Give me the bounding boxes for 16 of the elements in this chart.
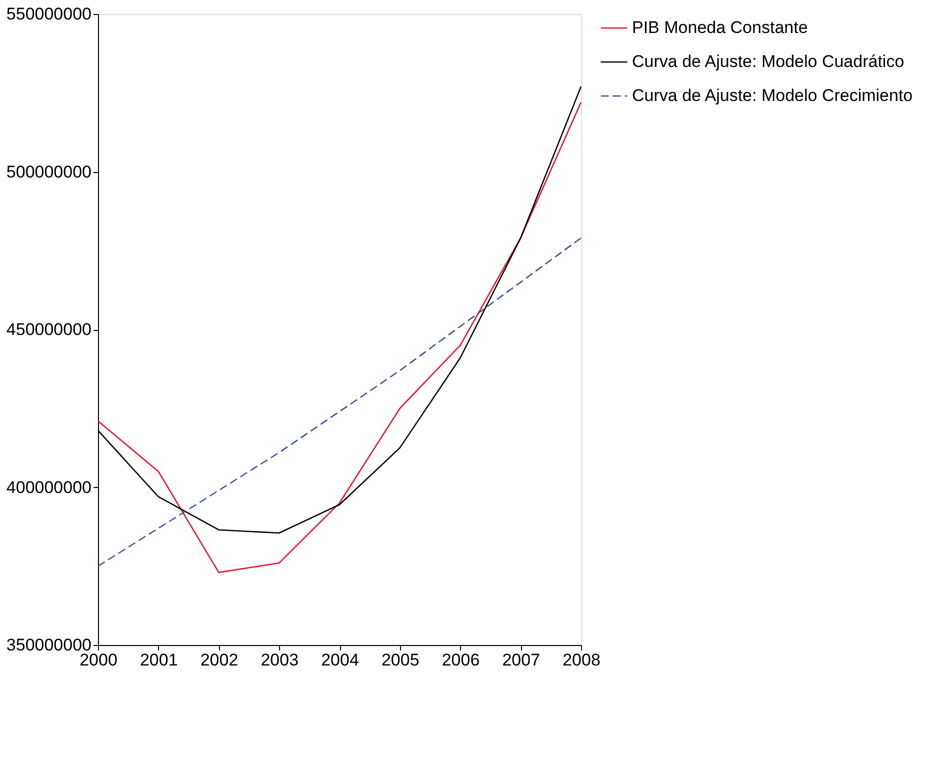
x-tick-label: 2003 <box>260 650 299 670</box>
x-tick-label: 2001 <box>140 650 178 670</box>
x-tick-label: 2008 <box>562 650 600 670</box>
y-tick-label: 500000000 <box>6 162 92 182</box>
y-tick-label: 400000000 <box>6 478 92 497</box>
y-tick-label: 450000000 <box>6 320 92 339</box>
x-tick-label: 2005 <box>381 650 420 670</box>
legend-label: Curva de Ajuste: Modelo Crecimiento <box>632 86 913 105</box>
x-tick-label: 2006 <box>442 650 480 670</box>
line-series <box>97 237 582 567</box>
legend-label: PIB Moneda Constante <box>632 18 808 37</box>
legend-label: Curva de Ajuste: Modelo Cuadrático <box>632 52 904 71</box>
x-tick-label: 2002 <box>200 650 238 670</box>
x-tick-label: 2004 <box>321 650 359 670</box>
x-tick-label: 2007 <box>502 650 540 670</box>
y-tick-label: 550000000 <box>6 4 92 24</box>
